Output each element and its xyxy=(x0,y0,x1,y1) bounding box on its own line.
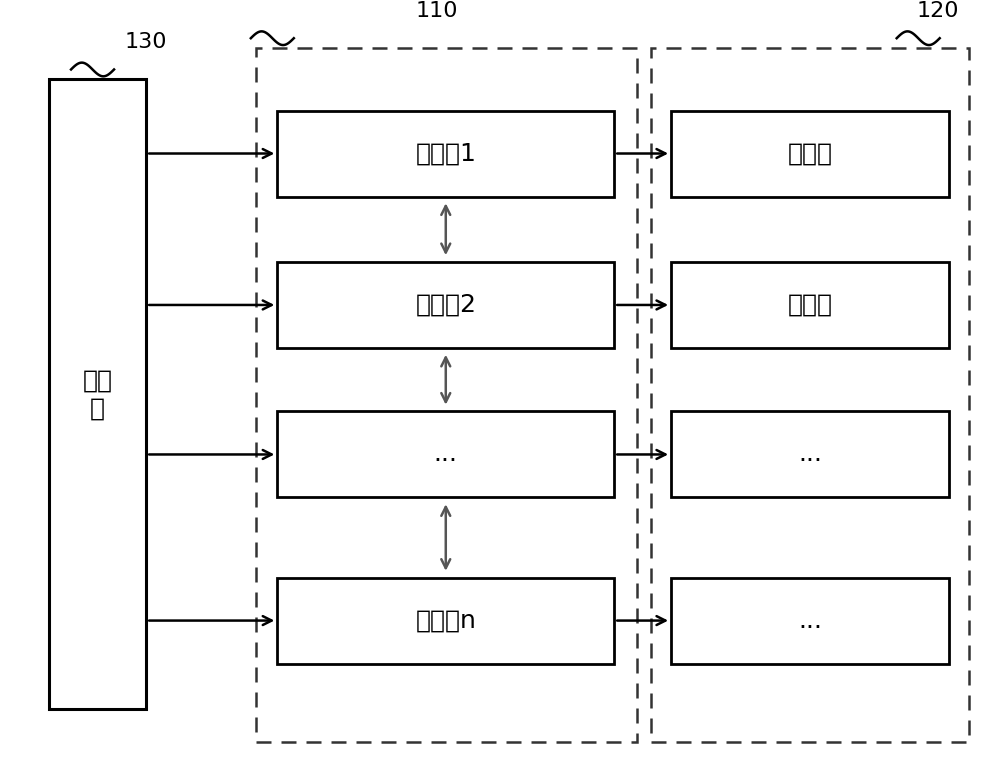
Text: 130: 130 xyxy=(125,32,168,52)
Text: 显示屏: 显示屏 xyxy=(788,293,833,317)
Text: 显示屏: 显示屏 xyxy=(788,141,833,165)
Bar xyxy=(671,111,949,196)
Text: 发送器1: 发送器1 xyxy=(415,141,476,165)
Bar xyxy=(671,577,949,663)
Bar xyxy=(277,411,614,498)
Bar xyxy=(277,577,614,663)
Text: 发送器2: 发送器2 xyxy=(415,293,476,317)
Text: 110: 110 xyxy=(415,1,458,21)
Text: ...: ... xyxy=(798,442,822,466)
Bar xyxy=(651,48,969,742)
Bar xyxy=(277,111,614,196)
Bar xyxy=(256,48,637,742)
Text: 120: 120 xyxy=(916,1,959,21)
Text: 发送器n: 发送器n xyxy=(415,608,476,632)
Text: ...: ... xyxy=(798,608,822,632)
Text: 视频
源: 视频 源 xyxy=(82,369,112,421)
Bar xyxy=(671,411,949,498)
Bar xyxy=(671,262,949,348)
Bar xyxy=(277,262,614,348)
Bar xyxy=(49,80,146,710)
Text: ...: ... xyxy=(434,442,458,466)
